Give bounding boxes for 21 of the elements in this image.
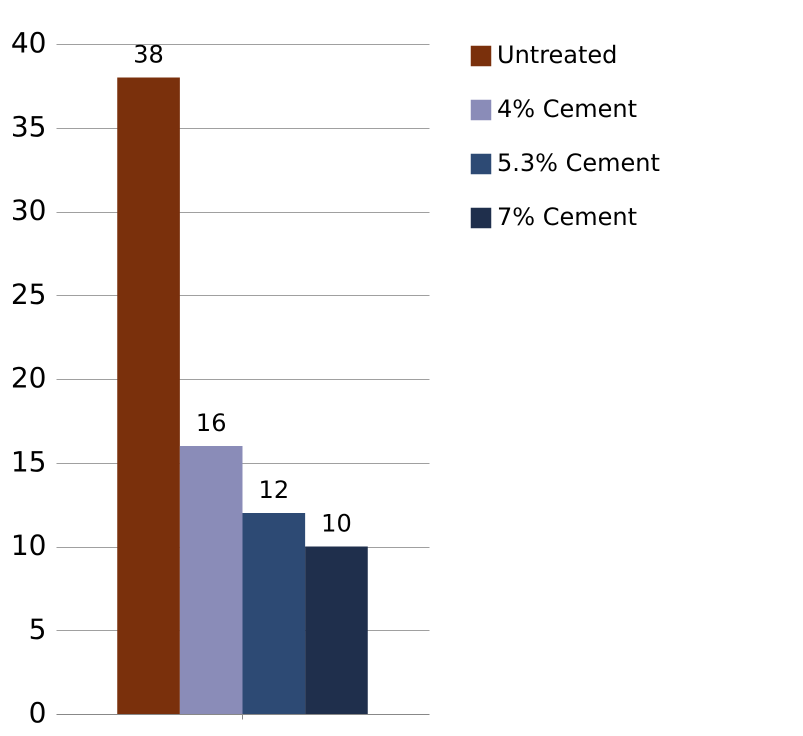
legend-label: 5.3% Cement [497,149,660,177]
bar [242,513,306,714]
legend-label: 4% Cement [497,95,637,123]
bar [305,546,368,714]
y-tick-label: 20 [10,362,46,394]
y-tick-label: 40 [10,26,46,60]
data-label: 12 [258,476,290,504]
y-tick-label: 5 [28,612,46,646]
y-tick-label: 30 [10,194,46,227]
y-tick-label: 15 [10,445,46,478]
legend-label: 7% Cement [497,203,637,231]
bar [117,78,180,714]
bar [180,446,242,714]
data-label: 38 [133,40,164,68]
y-tick-label: 25 [10,278,46,311]
y-tick-label: 0 [28,696,46,730]
data-label: 16 [196,409,226,437]
legend-label: Untreated [497,41,618,69]
y-tick-label: 10 [10,529,46,562]
y-tick-label: 35 [10,110,46,144]
data-label: 10 [321,510,352,538]
